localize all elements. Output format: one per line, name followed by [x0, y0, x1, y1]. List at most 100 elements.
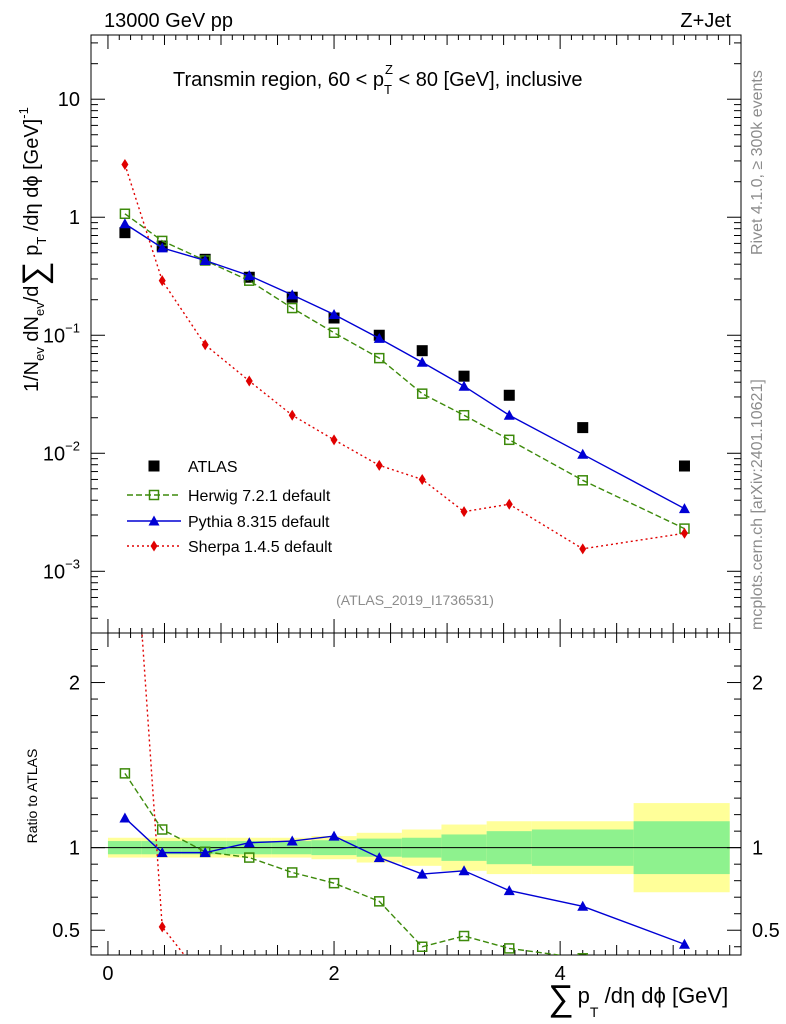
ratio-point-sherpa [681, 963, 688, 974]
legend-marker-atlas [148, 460, 160, 472]
ratio-point-pythia [243, 837, 255, 848]
point-herwig [504, 434, 515, 446]
analysis-id: (ATLAS_2019_I1736531) [336, 592, 494, 608]
point-pythia [678, 503, 690, 514]
ratio-point-pythia [458, 865, 470, 876]
ratio-point-sherpa [419, 994, 426, 1005]
point-pythia [416, 356, 428, 367]
main-series-group [119, 158, 690, 555]
point-pythia [458, 380, 470, 391]
ratio-point-herwig [504, 943, 515, 954]
y-tick-label-base: 10 [43, 325, 65, 347]
point-sherpa [330, 434, 338, 446]
point-herwig [374, 352, 385, 364]
point-atlas [119, 227, 131, 239]
point-atlas [458, 370, 470, 382]
y-tick-label: 10 [58, 89, 80, 111]
point-sherpa [460, 506, 468, 518]
ratio-y-tick-label-right: 1 [752, 838, 763, 860]
series-line-pythia [124, 223, 685, 510]
point-atlas [416, 345, 428, 357]
ratio-point-pythia [373, 852, 385, 863]
y-tick-label-exp: −3 [65, 556, 80, 571]
point-pythia [119, 218, 131, 229]
point-herwig [577, 475, 588, 486]
ratio-point-sherpa [331, 992, 338, 1003]
legend-label-sherpa: Sherpa 1.4.5 default [188, 539, 333, 556]
x-axis-label: ∑ pT /dη dϕ [GeV] [548, 977, 728, 1020]
legend: ATLAS Herwig 7.2.1 default Pythia 8.315 de… [127, 459, 333, 556]
point-sherpa [579, 543, 587, 555]
ratio-y-tick-label: 0.5 [52, 920, 80, 942]
point-atlas [678, 460, 690, 472]
x-tick-label: 4 [555, 963, 566, 985]
point-sherpa [121, 158, 129, 170]
point-sherpa [201, 339, 209, 351]
point-sherpa [375, 459, 383, 471]
ratio-frame [90, 632, 742, 956]
ratio-point-herwig [244, 852, 255, 863]
ratio-point-pythia [678, 938, 690, 949]
legend-marker-sherpa [150, 540, 158, 552]
ratio-point-sherpa [289, 991, 296, 1002]
y-tick-label: 1 [69, 207, 80, 229]
ratio-point-herwig [458, 930, 470, 942]
ratio-point-pythia [199, 847, 211, 858]
legend-marker-pythia [148, 515, 160, 526]
ratio-point-herwig [374, 896, 385, 907]
point-pythia [328, 308, 340, 319]
point-herwig [286, 302, 298, 314]
series-line-herwig [124, 213, 685, 530]
ratio-point-sherpa [202, 976, 209, 987]
ratio-plot-area: 0 2 4 0.5 0.5 1 1 2 2 [52, 380, 780, 1005]
point-herwig [328, 327, 340, 338]
point-herwig [119, 208, 131, 220]
ratio-point-herwig [119, 768, 131, 779]
point-pythia [156, 242, 168, 253]
point-atlas [503, 389, 515, 401]
ratio-y-tick-label: 1 [69, 838, 80, 860]
x-tick-label: 0 [102, 963, 113, 985]
ratio-y-tick-label-right: 2 [752, 673, 763, 695]
point-pythia [286, 289, 298, 300]
ratio-point-sherpa [376, 994, 383, 1005]
ratio-point-herwig [577, 953, 588, 955]
legend-label-atlas: ATLAS [188, 459, 238, 476]
point-atlas [577, 422, 589, 434]
ratio-point-pythia [577, 900, 589, 911]
ratio-point-sherpa [158, 921, 166, 933]
ratio-point-pythia [286, 835, 298, 846]
point-sherpa [680, 527, 688, 539]
x-tick-label: 2 [328, 963, 339, 985]
y-tick-label-exp: −1 [65, 320, 80, 335]
point-pythia [373, 332, 385, 343]
ratio-point-sherpa [246, 986, 253, 997]
process-label: Z+Jet [680, 10, 731, 32]
point-pythia [243, 270, 255, 281]
rivet-version-label: Rivet 4.1.0, ≥ 300k events [749, 70, 766, 255]
ratio-line-sherpa [141, 633, 186, 955]
point-pythia [577, 448, 589, 459]
y-tick-label: 10−1 [43, 320, 80, 347]
ratio-point-sherpa [506, 988, 513, 999]
ratio-point-pythia [119, 812, 131, 823]
ratio-point-herwig [156, 824, 168, 835]
ratio-point-pythia [416, 868, 428, 879]
y-tick-label-base: 10 [43, 561, 65, 583]
ratio-point-herwig [286, 867, 298, 878]
plot-title: Transmin region, 60 < pTZ < 80 [GeV], in… [173, 62, 583, 97]
legend-label-herwig: Herwig 7.2.1 default [188, 488, 331, 505]
ratio-series-group [119, 380, 690, 1005]
point-sherpa [505, 498, 513, 510]
point-sherpa [288, 409, 296, 421]
ratio-point-pythia [328, 830, 340, 841]
legend-marker-herwig [148, 489, 160, 501]
point-sherpa [245, 375, 253, 387]
ratio-point-pythia [503, 885, 515, 896]
ratio-line-herwig [124, 772, 564, 955]
ratio-point-herwig [416, 941, 428, 952]
ratio-y-axis-label: Ratio to ATLAS [24, 749, 40, 844]
ratio-point-sherpa [121, 380, 128, 391]
y-tick-label-base: 10 [43, 443, 65, 465]
